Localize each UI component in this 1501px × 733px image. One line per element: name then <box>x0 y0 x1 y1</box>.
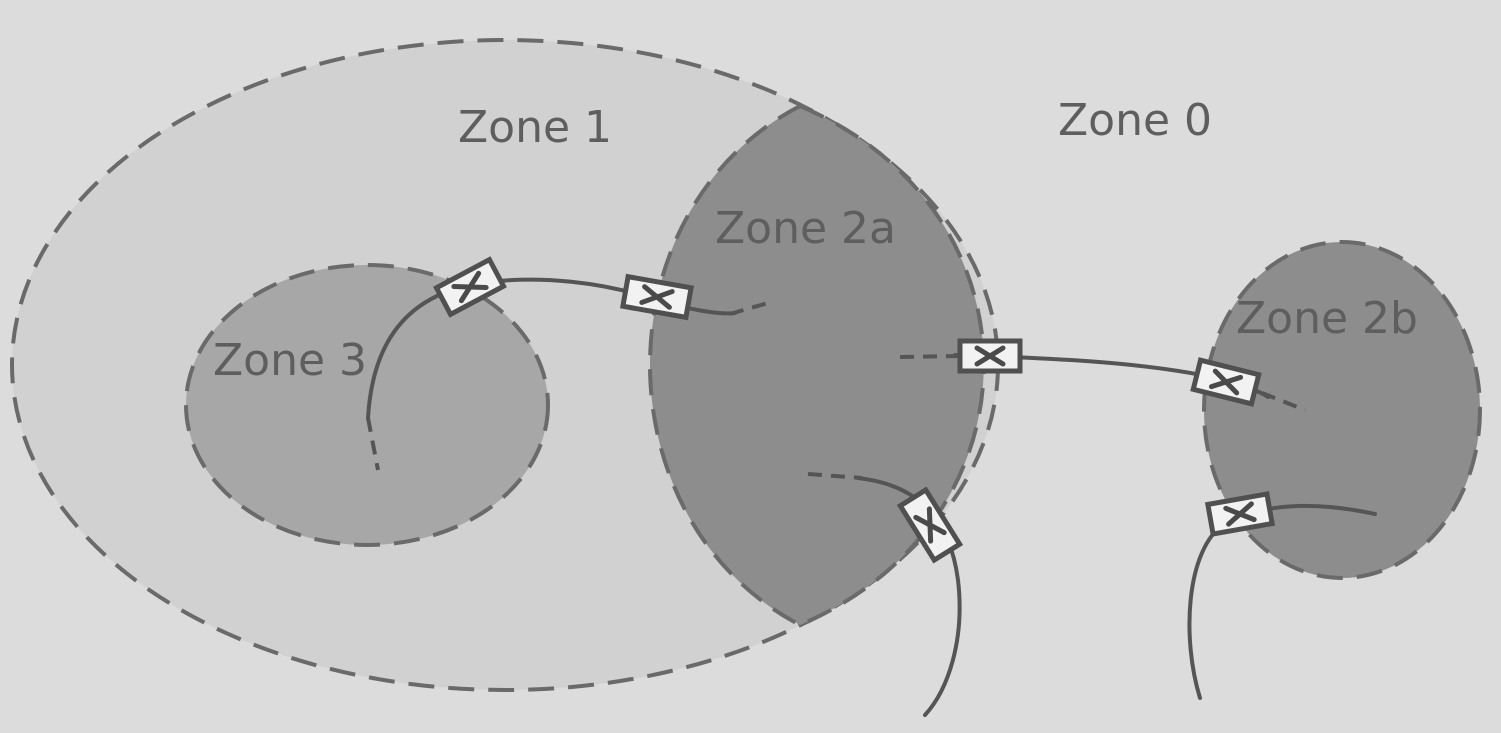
gland-6 <box>1204 491 1276 537</box>
zone0-label: Zone 0 <box>1058 95 1212 146</box>
zone1-label: Zone 1 <box>458 102 612 153</box>
zone2b-area <box>1204 242 1480 578</box>
cable-zone2b-tail-1 <box>1261 391 1306 412</box>
cable-gland-icon <box>957 338 1023 374</box>
cable-zone2a-tail-3 <box>807 472 863 480</box>
cable-gland-icon <box>619 273 695 321</box>
cable-zone2a-tail-1 <box>729 301 769 316</box>
zone3-area <box>186 265 548 545</box>
cable-gland-icon <box>433 256 507 318</box>
zone2a-label: Zone 2a <box>715 203 896 254</box>
gland-2 <box>619 273 695 321</box>
cable-zone2a-tail-2 <box>899 354 961 359</box>
gland-4 <box>1190 357 1262 407</box>
zone3-outline <box>184 263 550 547</box>
gland-1 <box>433 256 507 318</box>
zone2a-outline <box>648 103 986 628</box>
cable-gland-icon <box>1204 491 1276 537</box>
zone3-label: Zone 3 <box>213 335 367 386</box>
gland-5 <box>896 486 964 564</box>
cable-gland-icon <box>896 486 964 564</box>
cable-zone3-tail <box>366 417 380 471</box>
zone2b-outline <box>1202 240 1482 580</box>
zone2b-label: Zone 2b <box>1236 293 1418 344</box>
cable-zone2a-zone0 <box>856 476 962 717</box>
cable-gland-icon <box>1190 357 1262 407</box>
zone2a-area <box>650 106 984 625</box>
gland-3 <box>957 338 1023 374</box>
